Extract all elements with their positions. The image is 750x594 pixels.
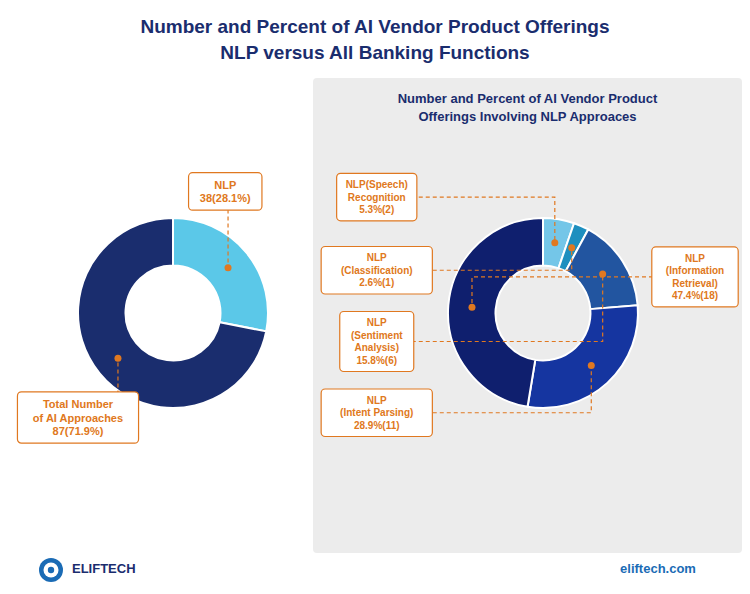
svg-text:NLP(SentimentAnalysis)15.8%(6): NLP(SentimentAnalysis)15.8%(6): [351, 317, 403, 366]
svg-text:NLP(Classification)2.6%(1): NLP(Classification)2.6%(1): [341, 252, 413, 288]
html-text:eliftech.com: eliftech.com: [620, 561, 696, 576]
svg-text:NLP(InformationRetrieval)47.4%: NLP(InformationRetrieval)47.4%(18): [666, 253, 724, 302]
svg-text:Total Numberof AI Approaches87: Total Numberof AI Approaches87(71.9%): [33, 398, 123, 438]
svg-text:NLP(Speech)Recognition5.3%(2): NLP(Speech)Recognition5.3%(2): [346, 179, 408, 215]
html-text:NLP versus All Banking Functio: NLP versus All Banking Functions: [220, 42, 530, 63]
html-text:Number and Percent of AI Vendo: Number and Percent of AI Vendor Product …: [140, 16, 610, 37]
html-text:Offerings Involving NLP Approa: Offerings Involving NLP Approaces: [418, 109, 637, 124]
html-text:Number and Percent of AI Vendo: Number and Percent of AI Vendor Product: [397, 91, 658, 106]
svg-text:NLP(Intent Parsing)28.9%(11): NLP(Intent Parsing)28.9%(11): [340, 395, 413, 431]
html-text:ELIFTECH: ELIFTECH: [72, 561, 136, 576]
svg-text:NLP38(28.1%): NLP38(28.1%): [200, 179, 251, 205]
